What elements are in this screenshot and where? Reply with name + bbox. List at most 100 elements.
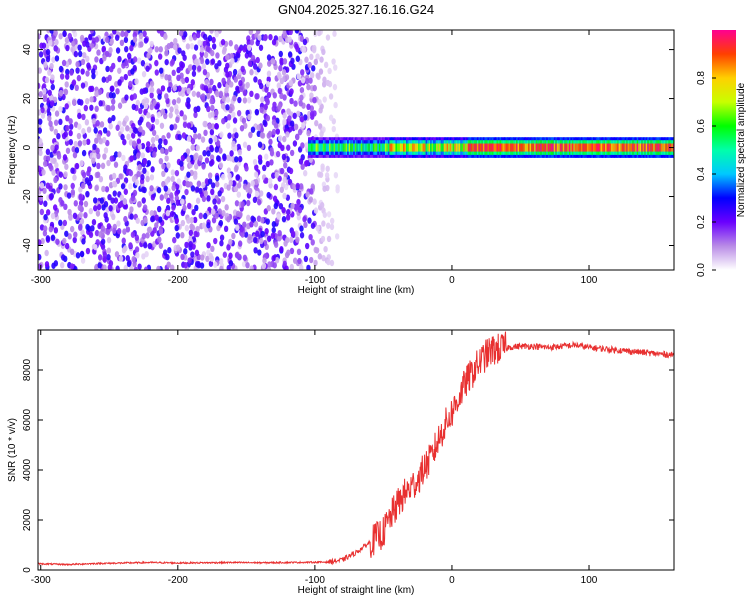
heatmap-cell: [319, 201, 325, 209]
heatmap-cell: [270, 232, 276, 239]
signal-band-cell: [605, 143, 608, 152]
heatmap-cell: [265, 114, 271, 122]
heatmap-cell: [101, 136, 107, 144]
heatmap-cell: [325, 165, 330, 172]
heatmap-cell: [182, 114, 188, 121]
heatmap-cell: [73, 200, 78, 207]
heatmap-cell: [105, 139, 110, 147]
heatmap-cell: [186, 171, 191, 178]
heatmap-cell: [303, 170, 308, 177]
signal-band-cell: [457, 143, 460, 152]
heatmap-cell: [191, 90, 197, 97]
heatmap-cell: [69, 225, 75, 233]
signal-band-cell: [336, 143, 340, 152]
signal-band-cell: [458, 143, 462, 152]
signal-band-cell: [597, 143, 600, 152]
heatmap-cell: [307, 217, 312, 224]
heatmap-cell: [170, 169, 176, 176]
signal-band-cell: [345, 143, 349, 152]
heatmap-cell: [79, 160, 84, 167]
signal-band-cell: [455, 143, 459, 152]
x-tick-label: 0: [449, 275, 455, 286]
heatmap-cell: [96, 49, 101, 56]
heatmap-cell: [75, 252, 81, 259]
signal-band-cell: [356, 143, 359, 152]
heatmap-cell: [285, 209, 291, 216]
heatmap-cell: [123, 36, 129, 44]
heatmap-cell: [94, 137, 99, 144]
heatmap-cell: [50, 74, 55, 81]
heatmap-cell: [95, 239, 100, 246]
heatmap-cell: [255, 56, 260, 64]
heatmap-cell: [111, 172, 117, 180]
signal-band-cell: [644, 143, 647, 152]
heatmap-cell: [58, 33, 63, 40]
heatmap-cell: [265, 81, 271, 88]
heatmap-cell: [158, 242, 164, 249]
signal-band-cell: [308, 143, 311, 152]
heatmap-cell: [115, 88, 120, 95]
heatmap-cell: [162, 249, 168, 256]
heatmap-cell: [230, 57, 235, 65]
heatmap-cell: [267, 261, 272, 268]
heatmap-cell: [302, 216, 307, 223]
heatmap-cell: [223, 66, 229, 73]
heatmap-cell: [64, 37, 70, 44]
heatmap-cell: [257, 249, 262, 256]
signal-band-cell: [484, 143, 487, 152]
heatmap-cell: [149, 185, 154, 192]
heatmap-cell: [183, 248, 188, 255]
heatmap-cell: [121, 62, 126, 69]
heatmap-cell: [135, 217, 140, 224]
spectrogram-y-label: Frequency (Hz): [7, 116, 18, 185]
signal-band-cell: [446, 143, 450, 152]
heatmap-cell: [193, 106, 198, 113]
heatmap-cell: [105, 65, 110, 73]
heatmap-cell: [214, 123, 219, 130]
heatmap-cell: [191, 70, 197, 77]
heatmap-cell: [190, 251, 195, 258]
signal-band-cell: [398, 143, 401, 152]
heatmap-cell: [180, 219, 186, 227]
heatmap-cell: [106, 236, 112, 244]
heatmap-cell: [253, 171, 259, 178]
heatmap-cell: [130, 68, 135, 75]
heatmap-cell: [141, 70, 147, 78]
signal-band-cell: [380, 143, 383, 152]
signal-band-cell: [579, 143, 582, 152]
colorbar: 0.0 0.2 0.4 0.6 0.8 Normalized spectral ampl…: [696, 30, 747, 277]
heatmap-cell: [254, 93, 259, 100]
heatmap-cell: [195, 197, 201, 204]
heatmap-cell: [96, 152, 101, 160]
heatmap-cell: [80, 182, 86, 190]
heatmap-cell: [193, 133, 198, 140]
heatmap-cell: [233, 76, 238, 83]
heatmap-cell: [154, 134, 160, 142]
heatmap-cell: [65, 124, 70, 132]
heatmap-cell: [140, 152, 145, 159]
heatmap-cell: [227, 172, 232, 180]
heatmap-cell: [278, 135, 283, 142]
heatmap-cell: [95, 120, 100, 127]
heatmap-cell: [298, 158, 304, 165]
heatmap-cell: [256, 124, 261, 131]
heatmap-cell: [137, 143, 142, 150]
heatmap-cell: [206, 195, 211, 202]
heatmap-cell: [212, 84, 217, 92]
heatmap-cell: [193, 111, 198, 119]
signal-band-cell: [401, 143, 404, 152]
heatmap-cell: [189, 216, 194, 224]
heatmap-cell: [109, 38, 115, 45]
heatmap-cell: [141, 197, 146, 204]
heatmap-cell: [53, 119, 59, 126]
signal-band-cell: [647, 143, 650, 152]
heatmap-cell: [97, 254, 103, 261]
heatmap-cell: [320, 235, 326, 243]
heatmap-cell: [266, 205, 271, 212]
heatmap-cell: [278, 50, 283, 58]
heatmap-cell: [279, 57, 284, 64]
heatmap-cell: [209, 78, 214, 86]
heatmap-cell: [192, 34, 198, 41]
heatmap-cell: [110, 197, 115, 204]
heatmap-cell: [221, 210, 226, 217]
